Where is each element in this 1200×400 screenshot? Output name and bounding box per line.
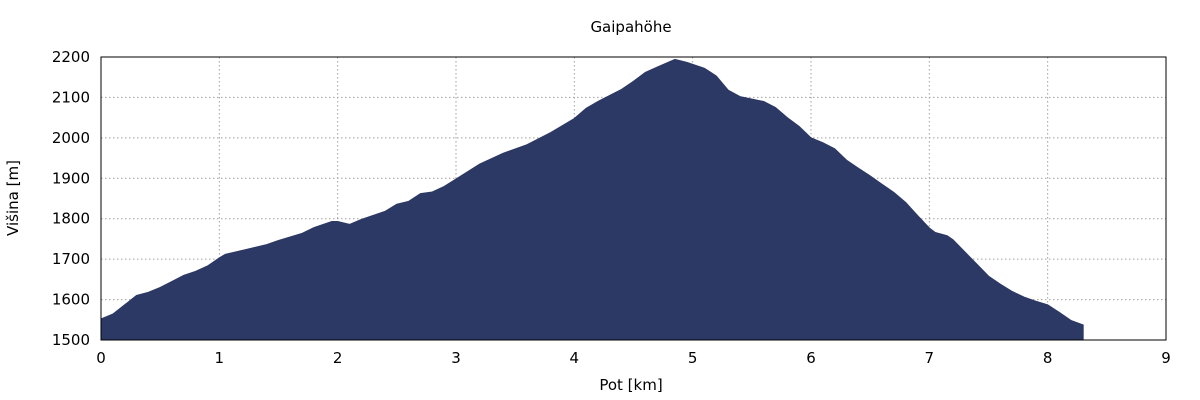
y-tick-label: 2100: [52, 88, 90, 106]
x-tick-label: 0: [96, 349, 106, 367]
x-tick-label: 1: [215, 349, 225, 367]
y-tick-label: 1800: [52, 210, 90, 228]
y-tick-labels: 1500 1600 1700 1800 1900 2000 2100 2200: [52, 48, 90, 349]
y-tick-label: 1900: [52, 169, 90, 187]
plot-frame: [100, 56, 1167, 341]
y-axis-title: Višina [m]: [4, 160, 22, 236]
y-tick-label: 2000: [52, 129, 90, 147]
x-axis-title: Pot [km]: [599, 376, 662, 394]
x-tick-labels: 0 1 2 3 4 5 6 7 8 9: [96, 349, 1171, 367]
x-tick-label: 5: [688, 349, 698, 367]
x-tick-label: 7: [925, 349, 935, 367]
y-tick-label: 1700: [52, 250, 90, 268]
y-tick-label: 2200: [52, 48, 90, 66]
elevation-area: [100, 58, 1084, 341]
chart-title: Gaipahöhe: [590, 18, 671, 36]
x-tick-label: 6: [806, 349, 816, 367]
x-tick-label: 9: [1161, 349, 1171, 367]
x-tick-label: 8: [1043, 349, 1053, 367]
y-tick-label: 1600: [52, 291, 90, 309]
x-tick-label: 2: [333, 349, 343, 367]
x-tick-label: 4: [570, 349, 580, 367]
y-tick-label: 1500: [52, 331, 90, 349]
x-tick-label: 3: [451, 349, 461, 367]
